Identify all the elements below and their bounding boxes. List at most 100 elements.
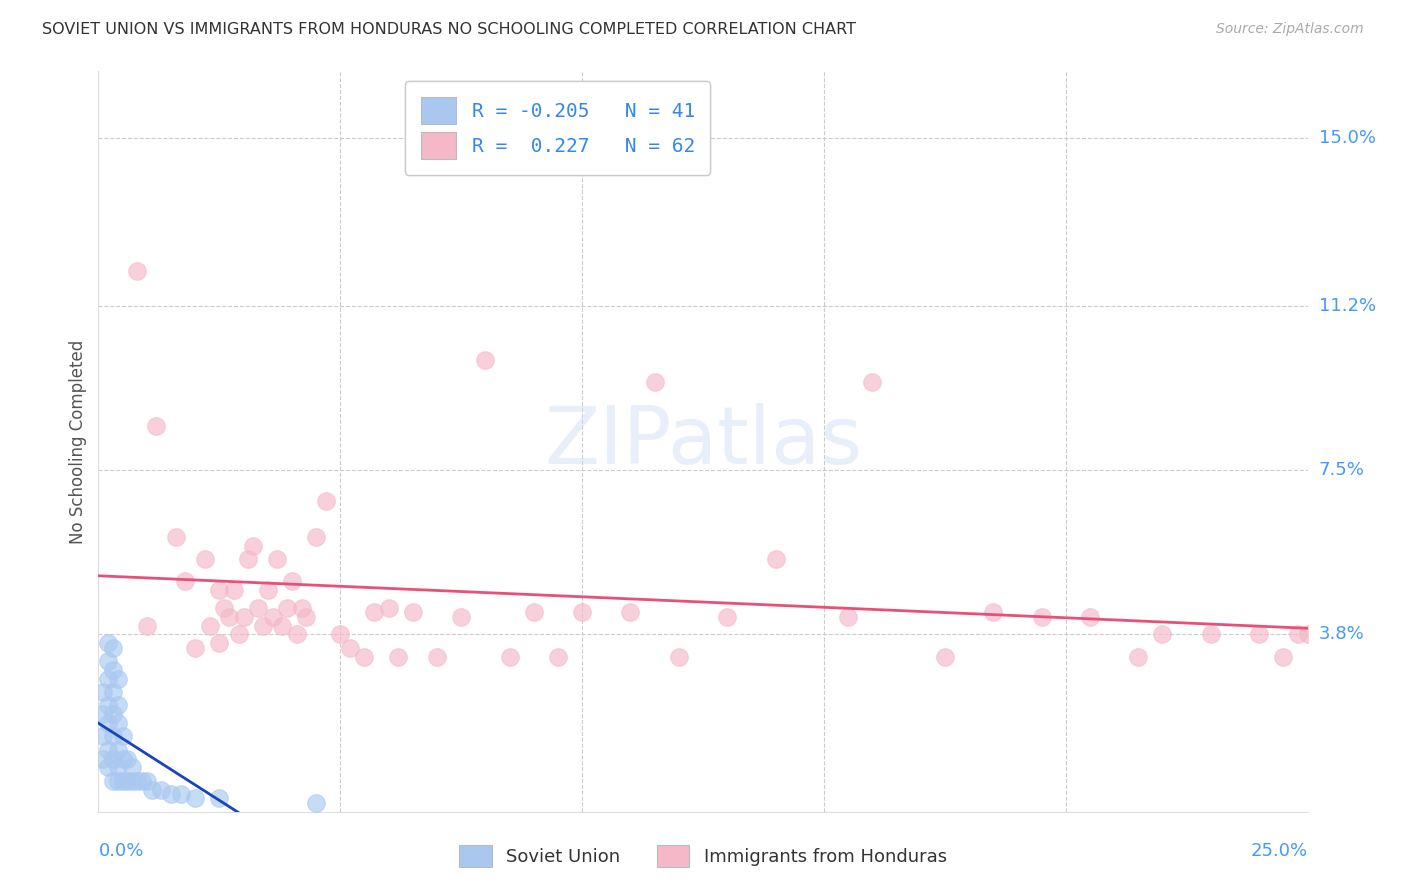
Point — [101, 773, 124, 788]
Text: 0.0%: 0.0% — [98, 842, 143, 860]
Point — [765, 552, 787, 566]
Point — [450, 609, 472, 624]
Point — [111, 751, 134, 765]
Point — [160, 787, 183, 801]
Point — [387, 649, 409, 664]
Point — [315, 494, 337, 508]
Point — [97, 716, 120, 731]
Point — [101, 685, 124, 699]
Y-axis label: No Schooling Completed: No Schooling Completed — [69, 340, 87, 543]
Point — [242, 539, 264, 553]
Point — [91, 707, 114, 722]
Point — [353, 649, 375, 664]
Point — [934, 649, 956, 664]
Legend: R = -0.205   N = 41, R =  0.227   N = 62: R = -0.205 N = 41, R = 0.227 N = 62 — [405, 81, 710, 175]
Point — [981, 605, 1004, 619]
Point — [222, 582, 245, 597]
Point — [247, 600, 270, 615]
Point — [474, 352, 496, 367]
Point — [377, 600, 399, 615]
Point — [101, 663, 124, 677]
Point — [1152, 627, 1174, 641]
Point — [271, 618, 294, 632]
Point — [141, 782, 163, 797]
Point — [145, 419, 167, 434]
Point — [329, 627, 352, 641]
Point — [107, 773, 129, 788]
Text: Source: ZipAtlas.com: Source: ZipAtlas.com — [1216, 22, 1364, 37]
Point — [281, 574, 304, 589]
Point — [426, 649, 449, 664]
Text: 7.5%: 7.5% — [1319, 461, 1365, 479]
Point — [232, 609, 254, 624]
Point — [107, 760, 129, 774]
Point — [101, 640, 124, 655]
Legend: Soviet Union, Immigrants from Honduras: Soviet Union, Immigrants from Honduras — [453, 838, 953, 874]
Text: 11.2%: 11.2% — [1319, 297, 1376, 316]
Point — [111, 773, 134, 788]
Point — [285, 627, 308, 641]
Point — [619, 605, 641, 619]
Point — [208, 791, 231, 805]
Text: 15.0%: 15.0% — [1319, 128, 1375, 147]
Point — [1199, 627, 1222, 641]
Point — [252, 618, 274, 632]
Point — [97, 742, 120, 756]
Point — [208, 582, 231, 597]
Point — [184, 640, 207, 655]
Point — [402, 605, 425, 619]
Point — [1286, 627, 1309, 641]
Point — [290, 600, 312, 615]
Point — [523, 605, 546, 619]
Point — [295, 609, 318, 624]
Point — [837, 609, 859, 624]
Point — [97, 760, 120, 774]
Point — [716, 609, 738, 624]
Point — [121, 773, 143, 788]
Point — [571, 605, 593, 619]
Point — [1128, 649, 1150, 664]
Point — [644, 375, 666, 389]
Point — [498, 649, 520, 664]
Point — [547, 649, 569, 664]
Point — [256, 582, 278, 597]
Point — [111, 730, 134, 744]
Point — [194, 552, 217, 566]
Point — [101, 707, 124, 722]
Point — [97, 654, 120, 668]
Point — [208, 636, 231, 650]
Point — [363, 605, 385, 619]
Point — [150, 782, 173, 797]
Point — [131, 773, 153, 788]
Point — [165, 530, 187, 544]
Text: 25.0%: 25.0% — [1250, 842, 1308, 860]
Text: SOVIET UNION VS IMMIGRANTS FROM HONDURAS NO SCHOOLING COMPLETED CORRELATION CHAR: SOVIET UNION VS IMMIGRANTS FROM HONDURAS… — [42, 22, 856, 37]
Point — [1249, 627, 1271, 641]
Point — [121, 760, 143, 774]
Point — [228, 627, 250, 641]
Point — [198, 618, 221, 632]
Point — [101, 730, 124, 744]
Point — [107, 698, 129, 713]
Point — [97, 672, 120, 686]
Point — [91, 685, 114, 699]
Point — [339, 640, 361, 655]
Point — [1078, 609, 1101, 624]
Point — [107, 672, 129, 686]
Point — [107, 716, 129, 731]
Point — [127, 773, 149, 788]
Point — [91, 730, 114, 744]
Point — [305, 530, 328, 544]
Point — [1272, 649, 1295, 664]
Point — [169, 787, 191, 801]
Point — [266, 552, 288, 566]
Point — [212, 600, 235, 615]
Point — [91, 751, 114, 765]
Point — [184, 791, 207, 805]
Point — [97, 698, 120, 713]
Point — [218, 609, 240, 624]
Point — [262, 609, 284, 624]
Point — [135, 618, 157, 632]
Point — [101, 751, 124, 765]
Point — [305, 796, 328, 810]
